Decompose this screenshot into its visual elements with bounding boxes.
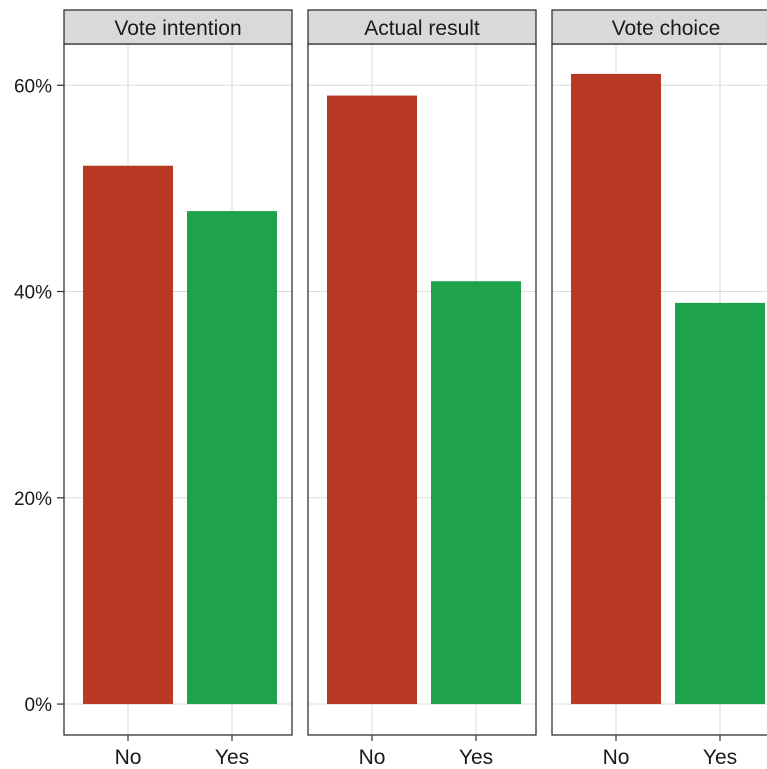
y-tick-label: 40% xyxy=(14,283,52,304)
bar-yes xyxy=(187,211,277,705)
x-tick-label: Yes xyxy=(215,746,249,769)
facet-title: Actual result xyxy=(364,17,480,40)
facet-title: Vote intention xyxy=(114,17,241,40)
facet-strip xyxy=(551,9,767,45)
x-tick-label: No xyxy=(603,746,630,769)
bar-no xyxy=(83,165,173,705)
x-tick-label: Yes xyxy=(703,746,737,769)
bar-yes xyxy=(431,281,521,705)
bar-no xyxy=(571,73,661,705)
x-tick-label: No xyxy=(115,746,142,769)
facet-strip xyxy=(307,9,537,45)
y-tick-label: 60% xyxy=(14,76,52,97)
y-tick-label: 20% xyxy=(14,489,52,510)
x-tick-label: No xyxy=(359,746,386,769)
y-tick-label: 0% xyxy=(25,695,53,716)
bar-no xyxy=(327,95,417,705)
bar-yes xyxy=(675,302,765,705)
facet-strip xyxy=(63,9,293,45)
x-tick-label: Yes xyxy=(459,746,493,769)
facet-title: Vote choice xyxy=(612,17,721,40)
